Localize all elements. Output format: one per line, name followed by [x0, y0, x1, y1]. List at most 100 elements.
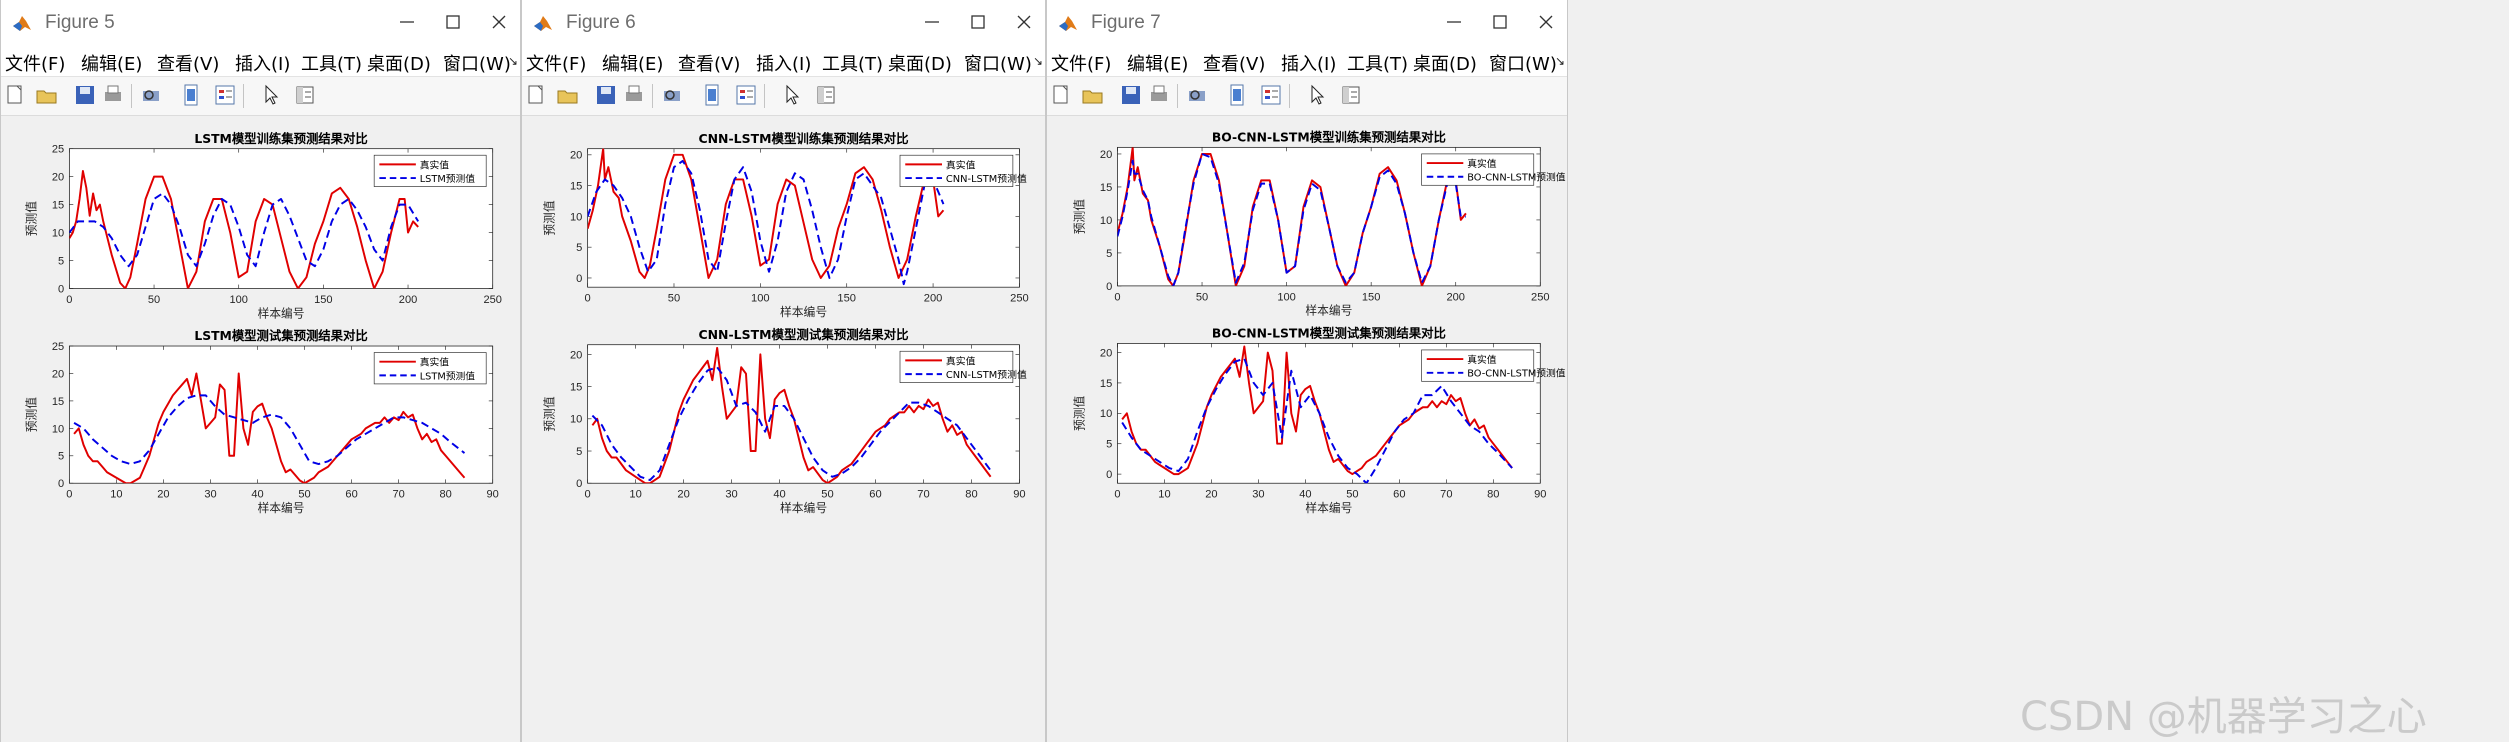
toolbar-separator [764, 84, 765, 108]
insert-colorbar-icon[interactable] [213, 83, 237, 107]
x-tick-label: 30 [725, 489, 737, 501]
open-file-icon[interactable] [1081, 83, 1105, 107]
minimize-button[interactable] [917, 8, 947, 36]
dock-arrow-icon[interactable]: ↘ [507, 54, 518, 68]
print-icon[interactable] [1147, 83, 1171, 107]
open-file-icon[interactable] [35, 83, 59, 107]
close-button[interactable] [1531, 8, 1561, 36]
menu-edit[interactable]: 编辑(E) [602, 54, 664, 75]
insert-colorbar-icon[interactable] [734, 83, 758, 107]
menu-file[interactable]: 文件(F) [5, 54, 66, 75]
menu-desktop[interactable]: 桌面(D) [367, 54, 431, 75]
menu-window[interactable]: 窗口(W) [1489, 54, 1557, 75]
x-tick-label: 80 [440, 489, 452, 501]
menu-insert[interactable]: 插入(I) [1281, 54, 1337, 75]
menu-tools[interactable]: 工具(T) [822, 54, 884, 75]
y-tick-label: 0 [576, 273, 582, 285]
y-tick-label: 15 [52, 200, 64, 212]
new-figure-icon[interactable] [524, 83, 548, 107]
menu-desktop[interactable]: 桌面(D) [1413, 54, 1477, 75]
legend-label: 真实值 [1467, 353, 1497, 366]
open-file-icon[interactable] [556, 83, 580, 107]
print-icon[interactable] [622, 83, 646, 107]
y-tick-label: 20 [1100, 347, 1112, 359]
menu-tools[interactable]: 工具(T) [301, 54, 363, 75]
legend-label: 真实值 [420, 356, 449, 369]
pointer-icon[interactable] [780, 83, 804, 107]
menu-tools[interactable]: 工具(T) [1347, 54, 1409, 75]
pointer-icon[interactable] [1305, 83, 1329, 107]
x-tick-label: 200 [399, 294, 417, 306]
link-plot-icon[interactable] [1225, 83, 1249, 107]
legend-box [373, 352, 487, 385]
menu-file[interactable]: 文件(F) [1051, 54, 1112, 75]
new-figure-icon[interactable] [3, 83, 27, 107]
true-value-line [587, 148, 945, 279]
close-button[interactable] [1009, 8, 1039, 36]
x-tick-label: 90 [487, 489, 499, 501]
link-plot-icon[interactable] [700, 83, 724, 107]
x-tick-label: 250 [1010, 293, 1029, 305]
maximize-button[interactable] [1485, 8, 1515, 36]
legend-label: BO-CNN-LSTM预测值 [1467, 171, 1566, 184]
y-tick-label: 15 [52, 396, 64, 408]
minimize-button[interactable] [1439, 8, 1469, 36]
menu-file[interactable]: 文件(F) [526, 54, 587, 75]
save-icon[interactable] [1119, 83, 1143, 107]
x-axis-label: 样本编号 [1305, 304, 1352, 318]
x-tick-label: 60 [1393, 489, 1405, 501]
property-editor-icon[interactable] [1339, 83, 1363, 107]
menu-desktop[interactable]: 桌面(D) [888, 54, 952, 75]
property-editor-icon[interactable] [814, 83, 838, 107]
link-plot-icon[interactable] [179, 83, 203, 107]
print-preview-icon[interactable] [1185, 83, 1209, 107]
predicted-value-line [73, 394, 466, 466]
y-tick-label: 0 [58, 478, 64, 490]
x-tick-label: 100 [751, 293, 770, 305]
save-icon[interactable] [594, 83, 618, 107]
menu-window[interactable]: 窗口(W) [443, 54, 511, 75]
menu-insert[interactable]: 插入(I) [756, 54, 812, 75]
figure-window-5: Figure 5 文件(F) 编辑(E) 查看(V) 插入(I) 工具(T) 桌面(D) 窗口… [0, 0, 521, 742]
x-tick-label: 60 [869, 489, 881, 501]
legend-label: LSTM预测值 [420, 172, 475, 185]
figure-canvas: 0 50 100 150 200 2500510152025LSTM模型训练集预测结果对比… [25, 131, 502, 515]
print-preview-icon[interactable] [660, 83, 684, 107]
menu-edit[interactable]: 编辑(E) [1127, 54, 1189, 75]
menu-view[interactable]: 查看(V) [157, 54, 220, 75]
x-axis-label: 样本编号 [780, 501, 827, 515]
insert-colorbar-icon[interactable] [1259, 83, 1283, 107]
menu-window[interactable]: 窗口(W) [964, 54, 1032, 75]
menu-edit[interactable]: 编辑(E) [81, 54, 143, 75]
maximize-button[interactable] [963, 8, 993, 36]
menu-view[interactable]: 查看(V) [1203, 54, 1266, 75]
watermark: CSDN @机器学习之心 [2020, 694, 2427, 740]
y-tick-label: 20 [52, 172, 64, 184]
new-figure-icon[interactable] [1049, 83, 1073, 107]
property-editor-icon[interactable] [293, 83, 317, 107]
dock-arrow-icon[interactable]: ↘ [1032, 54, 1043, 68]
close-button[interactable] [484, 8, 514, 36]
legend-label: 真实值 [1467, 157, 1497, 170]
pointer-icon[interactable] [259, 83, 283, 107]
maximize-button[interactable] [438, 8, 468, 36]
minimize-button[interactable] [392, 8, 422, 36]
y-tick-label: 15 [570, 181, 582, 193]
menu-view[interactable]: 查看(V) [678, 54, 741, 75]
true-value-line [1121, 345, 1513, 476]
save-icon[interactable] [73, 83, 97, 107]
menu-insert[interactable]: 插入(I) [235, 54, 291, 75]
true-value-line [73, 372, 466, 484]
x-tick-label: 50 [298, 489, 310, 501]
print-preview-icon[interactable] [139, 83, 163, 107]
x-tick-label: 0 [585, 489, 591, 501]
x-tick-label: 30 [1252, 489, 1264, 501]
print-icon[interactable] [101, 83, 125, 107]
dock-arrow-icon[interactable]: ↘ [1554, 54, 1565, 68]
